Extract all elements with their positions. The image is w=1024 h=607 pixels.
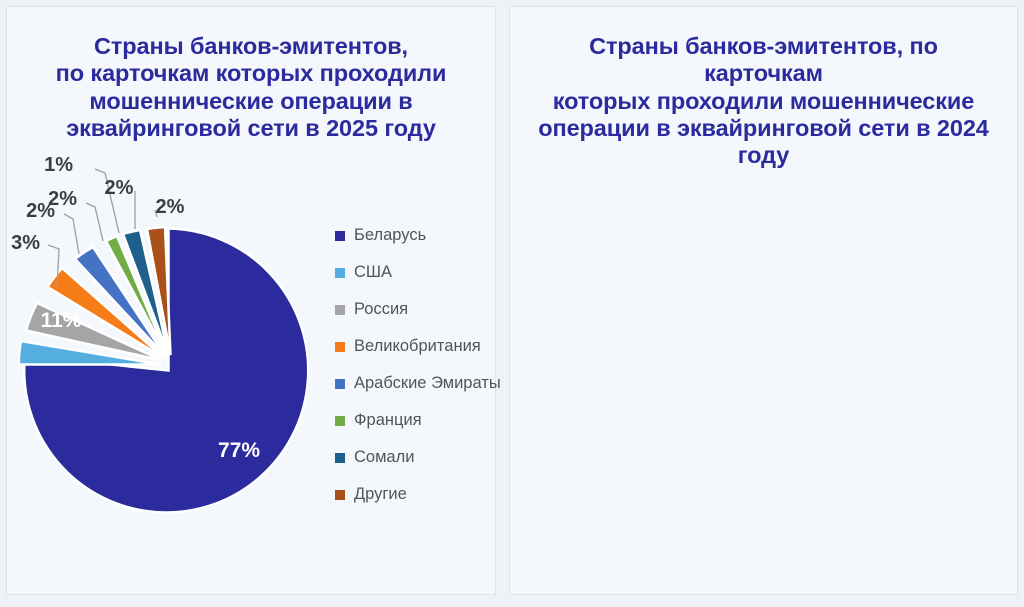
legend-item-france[interactable]: Франция [335,402,501,439]
page-title-2025: Страны банков-эмитентов, по карточкам ко… [55,33,447,141]
legend-item-somalia[interactable]: Сомали [335,439,501,476]
leader-line-uk [63,213,80,255]
leader-lines-2025 [47,168,158,288]
legend-swatch-icon [335,267,345,278]
legend-swatch-icon [335,341,345,352]
leader-line-russia [47,244,60,288]
legend-item-russia[interactable]: Россия [335,291,501,328]
pie-label-belarus-pct: 77% [218,439,260,462]
legend-item-uae[interactable]: Арабские Эмираты [335,365,501,402]
legend-item-usa[interactable]: США [335,254,501,291]
legend-item-belarus[interactable]: Беларусь [335,217,501,254]
pie-svg-2025: 1% 2% 2% 2% 2% 3% 11% 77% [11,154,310,514]
pie-slice-france[interactable] [104,234,169,357]
pie-label-usa-pct: 11% [41,309,82,332]
legend-swatch-icon [335,378,345,389]
pie-slice-usa[interactable] [17,339,161,366]
pie-slice-russia[interactable] [24,301,164,362]
pie-label-other-pct: 2% [156,196,185,218]
chart-panel-2024: Страны банков-эмитентов, по карточкам ко… [509,6,1018,595]
pie-label-uae-pct: 2% [48,188,77,210]
pie-slice-uae[interactable] [73,245,167,358]
pie-label-france-pct: 1% [44,154,73,176]
pie-slice-uk[interactable] [45,266,165,360]
pie-slices-2025 [17,225,310,514]
pie-label-uk-pct: 2% [26,200,55,222]
pie-label-somalia-pct: 2% [105,177,134,199]
pie-slice-other[interactable] [145,225,172,356]
legend-label: Франция [354,411,422,429]
legend-swatch-icon [335,230,345,241]
legend-label: Сомали [354,448,415,466]
pie-label-russia-pct: 3% [11,232,40,254]
legend-item-uk[interactable]: Великобритания [335,328,501,365]
pie-chart-2025: 1% 2% 2% 2% 2% 3% 11% 77% [7,147,337,547]
leader-line-other [154,209,158,218]
legend-2025: Беларусь США Россия Великобритания Арабс… [335,217,501,513]
pie-slice-somalia[interactable] [121,228,170,356]
legend-label: США [354,263,393,281]
legend-swatch-icon [335,452,345,463]
legend-label: Арабские Эмираты [354,374,501,392]
legend-label: Беларусь [354,226,427,244]
legend-label: Великобритания [354,337,481,355]
legend-swatch-icon [335,304,345,315]
chart-panel-2025: Страны банков-эмитентов, по карточкам ко… [6,6,501,595]
legend-label: Россия [354,300,409,318]
legend-swatch-icon [335,489,345,500]
leader-line-uae [85,202,104,242]
legend-item-other[interactable]: Другие [335,476,501,513]
legend-label: Другие [354,485,407,503]
legend-swatch-icon [335,415,345,426]
pie-slice-belarus-main[interactable] [23,227,310,514]
leader-line-france [94,168,120,234]
page-title-2024: Страны банков-эмитентов, по карточкам ко… [538,33,989,168]
